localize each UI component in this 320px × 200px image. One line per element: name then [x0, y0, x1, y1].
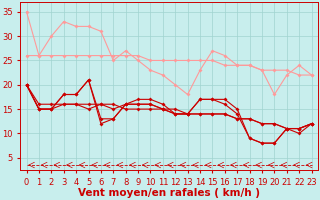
X-axis label: Vent moyen/en rafales ( km/h ): Vent moyen/en rafales ( km/h ) [78, 188, 260, 198]
